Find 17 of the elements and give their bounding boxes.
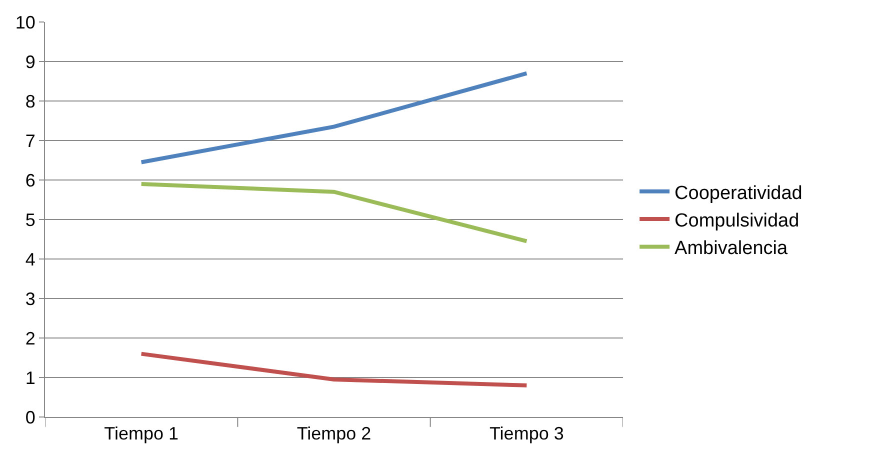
y-tick-label: 7 — [25, 130, 36, 151]
y-tick-label: 4 — [25, 249, 36, 270]
legend-label: Compulsividad — [674, 210, 800, 232]
x-tick-label: Tiempo 3 — [489, 424, 564, 444]
legend-label: Ambivalencia — [674, 238, 788, 260]
y-tick-label: 2 — [25, 328, 36, 348]
y-tick-label: 0 — [25, 407, 36, 428]
legend-label: Cooperatividad — [674, 182, 802, 204]
y-tick-label: 5 — [25, 210, 36, 230]
y-tick-label: 1 — [25, 368, 36, 388]
x-tick-label: Tiempo 1 — [104, 424, 179, 444]
y-tick-label: 6 — [25, 170, 36, 190]
y-tick-label: 10 — [15, 12, 36, 32]
x-tick-label: Tiempo 2 — [296, 424, 372, 444]
y-tick-label: 9 — [25, 52, 36, 72]
y-tick-label: 8 — [25, 91, 36, 112]
y-tick-label: 3 — [25, 288, 36, 309]
